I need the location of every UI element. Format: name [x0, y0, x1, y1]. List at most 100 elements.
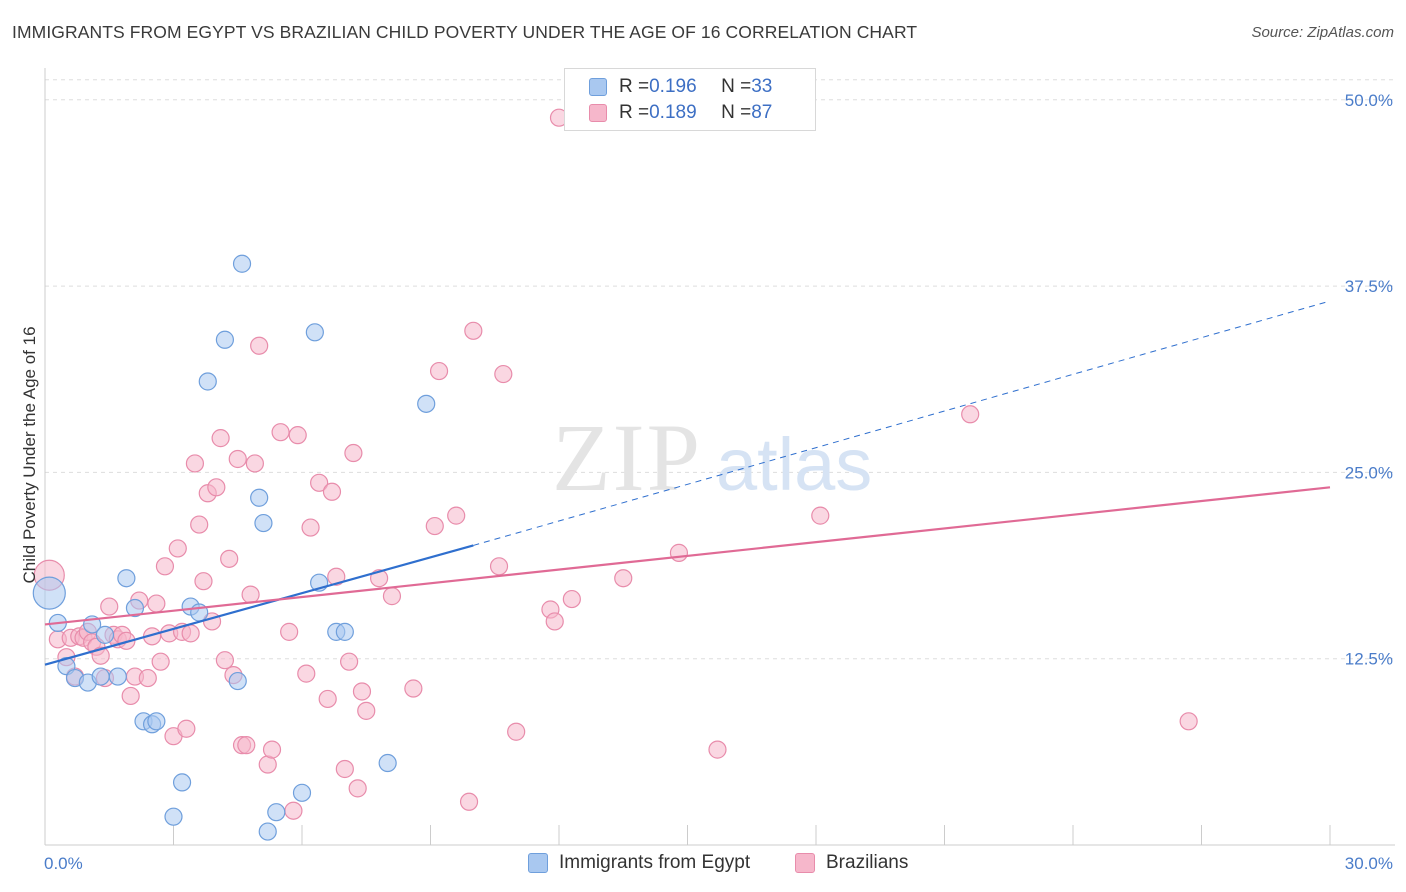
brazilians-point: [228, 449, 247, 469]
brazilians-point: [250, 336, 269, 355]
y-axis-label: Child Poverty Under the Age of 16: [20, 326, 39, 583]
brazilians-point: [494, 364, 513, 384]
brazilians-point: [258, 755, 277, 774]
brazilians-point: [262, 740, 282, 759]
brazilians-point: [811, 506, 830, 525]
egypt-point: [215, 330, 234, 349]
brazilians-point: [100, 597, 119, 616]
bottom-legend-swatch-egypt: [528, 853, 548, 873]
brazilians-point: [344, 443, 363, 463]
legend-n-value: 87: [751, 102, 773, 123]
brazilians-point: [429, 361, 449, 381]
brazilians-point: [138, 668, 157, 688]
egypt-point: [417, 394, 436, 413]
brazilians-point: [562, 589, 581, 609]
brazilians-point: [215, 651, 234, 670]
brazilians-point: [459, 792, 479, 811]
y-tick-label: 37.5%: [1345, 277, 1393, 296]
egypt-point: [228, 671, 247, 691]
egypt-point: [95, 625, 115, 644]
brazilians-point: [340, 652, 359, 671]
egypt-point: [250, 488, 269, 507]
brazilians-point: [489, 557, 509, 576]
legend-box: R = 0.196 N = 33 R = 0.189 N = 87: [564, 68, 816, 131]
bottom-legend: Immigrants from Egypt Brazilians: [0, 852, 1406, 878]
y-tick-label: 50.0%: [1345, 91, 1393, 110]
legend-r-label: R =: [619, 102, 650, 123]
legend-r-label: R =: [619, 76, 650, 97]
egypt-point: [267, 803, 286, 822]
brazilians-point: [447, 506, 466, 525]
brazilians-point: [207, 478, 226, 497]
grid-lines: [45, 79, 1395, 660]
brazilians-point: [357, 701, 376, 720]
y-tick-label: 25.0%: [1345, 463, 1393, 482]
brazilians-points: [33, 108, 1198, 820]
brazilians-point: [961, 405, 980, 424]
egypt-point: [164, 807, 183, 826]
bottom-legend-egypt: Immigrants from Egypt: [528, 852, 750, 874]
egypt-points: [32, 254, 436, 841]
legend-r-value: 0.189: [649, 102, 697, 123]
x-tick-label: 30.0%: [1345, 854, 1393, 873]
brazilians-point: [404, 679, 423, 698]
brazilians-point: [425, 516, 444, 536]
bottom-legend-swatch-brazil: [795, 853, 815, 873]
egypt-point: [292, 783, 312, 802]
brazilians-point: [241, 585, 260, 604]
egypt-point: [125, 598, 145, 618]
egypt-point: [254, 513, 273, 533]
brazilians-point: [669, 543, 689, 562]
brazilians-point: [237, 736, 256, 755]
legend-row-brazil: R = 0.189 N = 87: [589, 101, 772, 125]
brazilians-point: [117, 631, 136, 650]
brazilians-point: [177, 719, 196, 738]
x-tick-label: 0.0%: [44, 854, 83, 873]
legend-row-egypt: R = 0.196 N = 33: [589, 75, 772, 99]
egypt-point: [198, 372, 217, 391]
brazilians-point: [614, 569, 633, 588]
egypt-point: [232, 254, 252, 273]
brazilians-point: [155, 557, 175, 576]
egypt-point: [117, 569, 136, 588]
brazilians-point: [288, 426, 307, 445]
y-tick-label: 12.5%: [1345, 650, 1393, 669]
legend-swatch-brazil: [589, 104, 607, 122]
brazilians-point: [310, 473, 329, 492]
brazilians-point: [327, 567, 346, 586]
brazilians-point: [335, 759, 354, 779]
legend-n-label: N =: [721, 102, 752, 123]
brazilians-point: [284, 801, 303, 820]
bottom-legend-label-egypt: Immigrants from Egypt: [559, 852, 751, 873]
brazilians-point: [322, 482, 342, 501]
brazilians-point: [190, 515, 209, 534]
brazilians-point: [121, 686, 140, 706]
brazilians-point: [352, 682, 372, 701]
egypt-point: [108, 667, 127, 686]
egypt-point: [305, 323, 324, 342]
brazilians-point: [271, 423, 290, 442]
brazilians-point: [1179, 712, 1198, 731]
brazilians-point: [147, 594, 166, 613]
brazilians-point: [318, 689, 337, 709]
brazilians-point: [464, 321, 483, 340]
brazilians-point: [280, 622, 299, 641]
brazilians-point: [382, 587, 402, 606]
trend-lines: [44, 300, 1331, 666]
chart-title: IMMIGRANTS FROM EGYPT VS BRAZILIAN CHILD…: [12, 22, 918, 42]
axes: [44, 68, 1395, 846]
brazilians-point: [245, 454, 264, 473]
egypt-point: [378, 753, 397, 773]
tick-labels: 12.5% 25.0% 37.5% 50.0% 0.0% 30.0%: [44, 91, 1393, 873]
brazilians-point: [185, 454, 205, 473]
brazilians-point: [545, 612, 564, 631]
brazilians-point: [211, 429, 230, 448]
bottom-legend-label-brazil: Brazilians: [826, 852, 909, 873]
brazilians-point: [297, 664, 316, 683]
legend-n-label: N =: [721, 76, 752, 97]
brazilians-point: [220, 549, 239, 568]
brazilians-point: [348, 779, 367, 798]
egypt-trend-extension: [473, 300, 1331, 546]
source-label: Source: ZipAtlas.com: [1251, 24, 1394, 41]
